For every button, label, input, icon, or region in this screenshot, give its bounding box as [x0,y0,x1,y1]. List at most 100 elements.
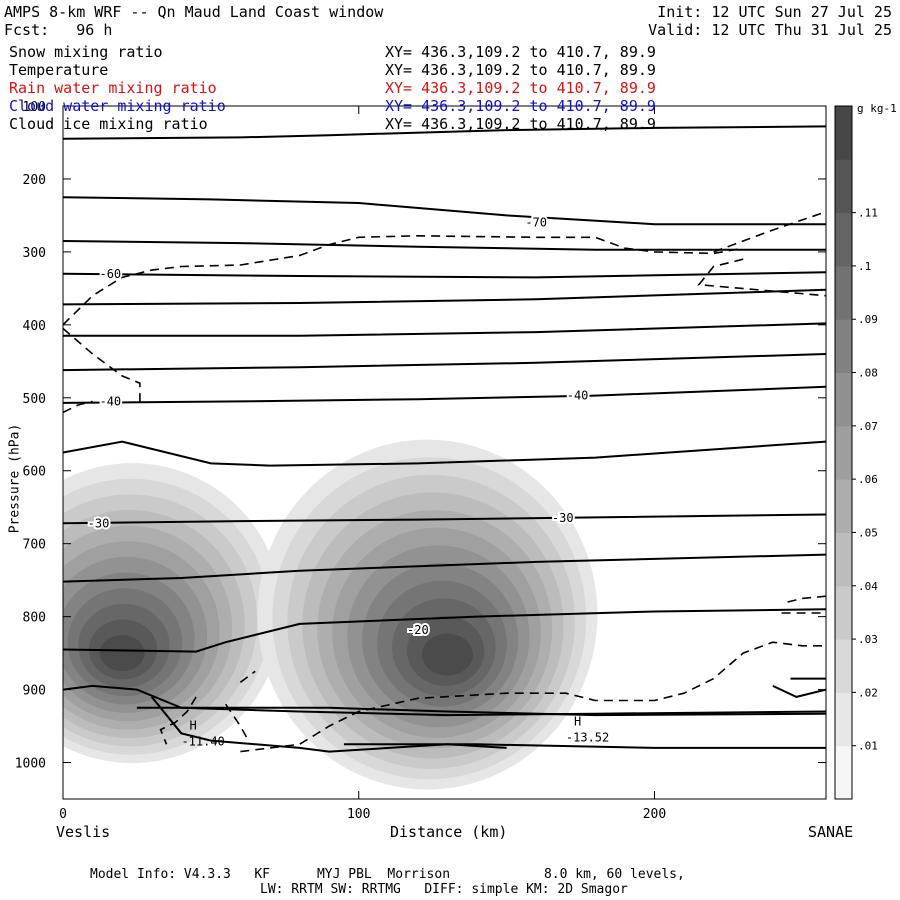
colorbar-band [835,159,852,214]
temperature-contour-line [63,353,826,372]
plot-border [62,105,827,800]
colorbar-band [835,106,852,160]
cloud-ice-contour-line [713,211,826,253]
extremum-marker: H [190,718,197,732]
legend-xy-cloud-water: XY= 436.3,109.2 to 410.7, 89.9 [385,97,656,115]
colorbar-tick-label: .05 [858,526,878,539]
chart-title: AMPS 8-km WRF -- Qn Maud Land Coast wind… [4,3,384,21]
colorbar-tick-label: .08 [858,367,878,380]
colorbar-tick-label: .07 [858,420,878,433]
colorbar-band [835,265,852,320]
legend-xy-snow: XY= 436.3,109.2 to 410.7, 89.9 [385,43,656,61]
legend-name-snow: Snow mixing ratio [9,43,163,61]
temperature-contour-line [63,440,826,467]
colorbar-tick-label: .1 [858,260,871,273]
plot-frame: 100 200 300 400 500 600 700 800 900 1000 0 100 200 [15,100,827,822]
x-tick-label: 100 [347,807,370,822]
cloud-ice-contour-line [63,327,141,406]
x-tick-label: 0 [59,807,67,822]
colorbar-tick-label: .06 [858,473,878,486]
y-axis-label: Pressure (hPa) [7,423,23,534]
cloud-ice-contour-line [159,696,197,745]
y-tick-label: 500 [23,392,46,407]
snow-shade-band [99,635,145,672]
colorbar-band [835,692,852,747]
temperature-label: -70 [525,216,547,230]
legend-name-rain: Rain water mixing ratio [9,79,217,97]
colorbar-tick-label: .09 [858,313,878,326]
colorbar-band [835,585,852,640]
cloud-ice-contour-line [787,595,826,603]
colorbar-border [834,105,853,800]
colorbar: .01 .02 .03 .04 .05 .06 .07 .08 .09 .1 .11 g kg-1 [834,102,897,800]
colorbar-band [835,479,852,533]
legend-name-temperature: Temperature [9,61,109,79]
y-tick-label: 700 [23,538,46,553]
temperature-label: -40 [567,389,589,403]
temperature-label: -30 [552,511,574,525]
colorbar-band [835,212,852,267]
colorbar-tick-label: .11 [858,207,878,220]
temperature-contour-line [63,240,826,251]
temperature-contour-line [63,125,826,140]
init-time: Init: 12 UTC Sun 27 Jul 25 [657,3,892,21]
legend-name-cloud-water: Cloud water mixing ratio [9,97,226,115]
legend-xy-cloud-ice: XY= 436.3,109.2 to 410.7, 89.9 [385,115,656,133]
colorbar-band [835,372,852,427]
temperature-contour-line [63,322,826,337]
temperature-contour-line [136,706,826,717]
colorbar-band [835,639,852,693]
colorbar-band [835,425,852,480]
y-tick-label: 800 [23,611,46,626]
cloud-ice-contour-line [697,258,826,297]
colorbar-tick-label: .01 [858,740,878,753]
legend-xy-rain: XY= 436.3,109.2 to 410.7, 89.9 [385,79,656,97]
temperature-contour-line [63,513,826,525]
temperature-label: -40 [99,394,121,408]
temperature-contour-line [343,743,826,749]
temperature-label: -60 [99,267,121,281]
temperature-contour-line [63,288,826,306]
y-tick-label: 300 [23,246,46,261]
cloud-ice-contour-line [225,703,248,738]
cloud-ice-contour-line [63,400,93,414]
temperature-contour-line [772,684,826,698]
y-tick-label: 900 [23,684,46,699]
forecast-hour: Fcst: 96 h [4,21,113,39]
x-tick-label: 200 [643,807,666,822]
y-tick-label: 200 [23,173,46,188]
colorbar-tick-label: .04 [858,580,878,593]
x-axis-label: Distance (km) [390,823,508,841]
colorbar-unit: g kg-1 [857,102,897,115]
extremum-value: -13.52 [566,731,609,745]
colorbar-band [835,532,852,587]
valid-time: Valid: 12 UTC Thu 31 Jul 25 [648,21,892,39]
extremum-marker: H [574,715,581,729]
temperature-label: -20 [407,623,429,637]
snow-shade-band [421,633,473,676]
extremum-value: -11.40 [181,734,224,748]
temperature-contours [63,125,826,753]
colorbar-band [835,745,852,800]
x-endpoint-left: Veslis [56,823,111,841]
temperature-contour-line [63,196,826,226]
x-endpoint-right: SANAE [808,823,854,841]
cloud-ice-contour-line [239,670,256,683]
colorbar-tick-label: .02 [858,686,878,699]
cloud-ice-contour-line [240,641,826,753]
temperature-contour-line [63,271,826,279]
y-tick-label: 1000 [15,757,46,772]
temperature-contour-line [63,385,826,404]
footer-model-info: Model Info: V4.3.3 KF MYJ PBL Morrison 8… [90,867,685,882]
y-tick-label: 600 [23,465,46,480]
cloud-ice-contour-line [63,234,744,326]
legend-xy-temperature: XY= 436.3,109.2 to 410.7, 89.9 [385,61,656,79]
snow-mixing-ratio-shading [63,439,598,790]
temperature-contour-line [63,608,826,653]
temperature-label: -30 [88,516,110,530]
legend-name-cloud-ice: Cloud ice mixing ratio [9,115,208,133]
colorbar-band [835,319,852,374]
contour-labels: -70 -60 -40 -40 -30 -30 -20 H -11.40 H -13.52 [86,214,610,749]
colorbar-tick-label: .03 [858,633,878,646]
